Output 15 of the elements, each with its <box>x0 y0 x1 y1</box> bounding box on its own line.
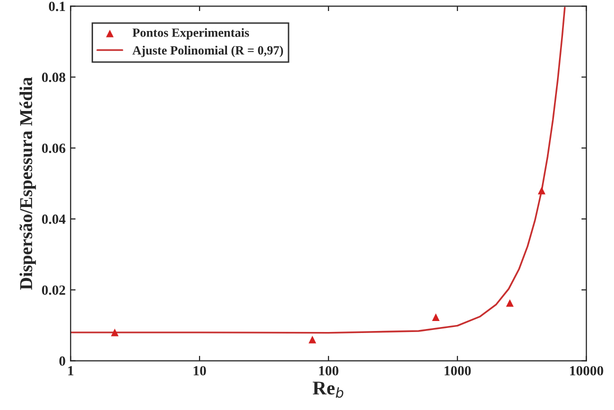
y-axis-title: Dispersão/Espessura Média <box>19 77 36 290</box>
x-tick-label: 1 <box>68 366 74 376</box>
y-tick-label: 0.1 <box>48 2 66 12</box>
y-tick-label: 0.08 <box>42 72 66 82</box>
y-tick-label: 0.04 <box>42 214 66 224</box>
y-tick-label: 0 <box>59 356 66 366</box>
x-tick-label: 1000 <box>444 366 471 376</box>
x-tick-label: 10 <box>194 366 206 376</box>
y-tick-label: 0.02 <box>42 285 66 295</box>
y-tick-label: 0.06 <box>42 144 66 154</box>
legend-label: Ajuste Polinomial (R = 0,97) <box>132 46 283 58</box>
x-axis-title: Re$_{b}$ <box>312 382 344 398</box>
x-tick-label: 100 <box>319 366 338 376</box>
legend-label: Pontos Experimentais <box>132 28 250 40</box>
x-tick-label: 10000 <box>570 366 604 376</box>
